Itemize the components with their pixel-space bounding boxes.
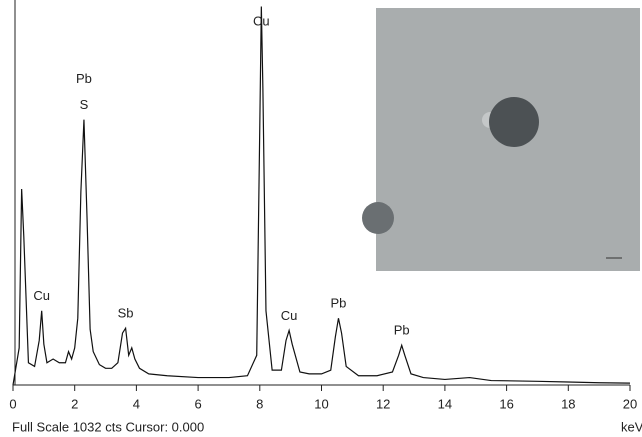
particle [362,202,394,234]
spectrum-line [12,6,631,386]
particle [489,97,539,147]
peak-label: S [80,97,89,112]
peak-label: Pb [394,323,410,338]
x-tick-label: 10 [314,396,328,411]
x-tick-label: 18 [561,396,575,411]
x-tick-label: 0 [9,396,16,411]
x-tick-label: 2 [71,396,78,411]
x-tick-label: 14 [438,396,452,411]
x-tick-label: 6 [194,396,201,411]
x-tick-label: 16 [499,396,513,411]
x-tick-label: 8 [256,396,263,411]
peak-label: Cu [253,13,270,28]
x-axis-label: keV [621,419,642,434]
peak-label: Pb [76,71,92,86]
x-tick-label: 12 [376,396,390,411]
peak-label: Pb [331,296,347,311]
peak-label: Sb [118,306,134,321]
x-tick-label: 20 [623,396,637,411]
peak-label: Cu [33,288,50,303]
x-tick-label: 4 [133,396,140,411]
tem-inset [362,8,640,271]
peak-label: Cu [281,308,298,323]
footer: Full Scale 1032 cts Cursor: 0.000 [12,419,204,434]
